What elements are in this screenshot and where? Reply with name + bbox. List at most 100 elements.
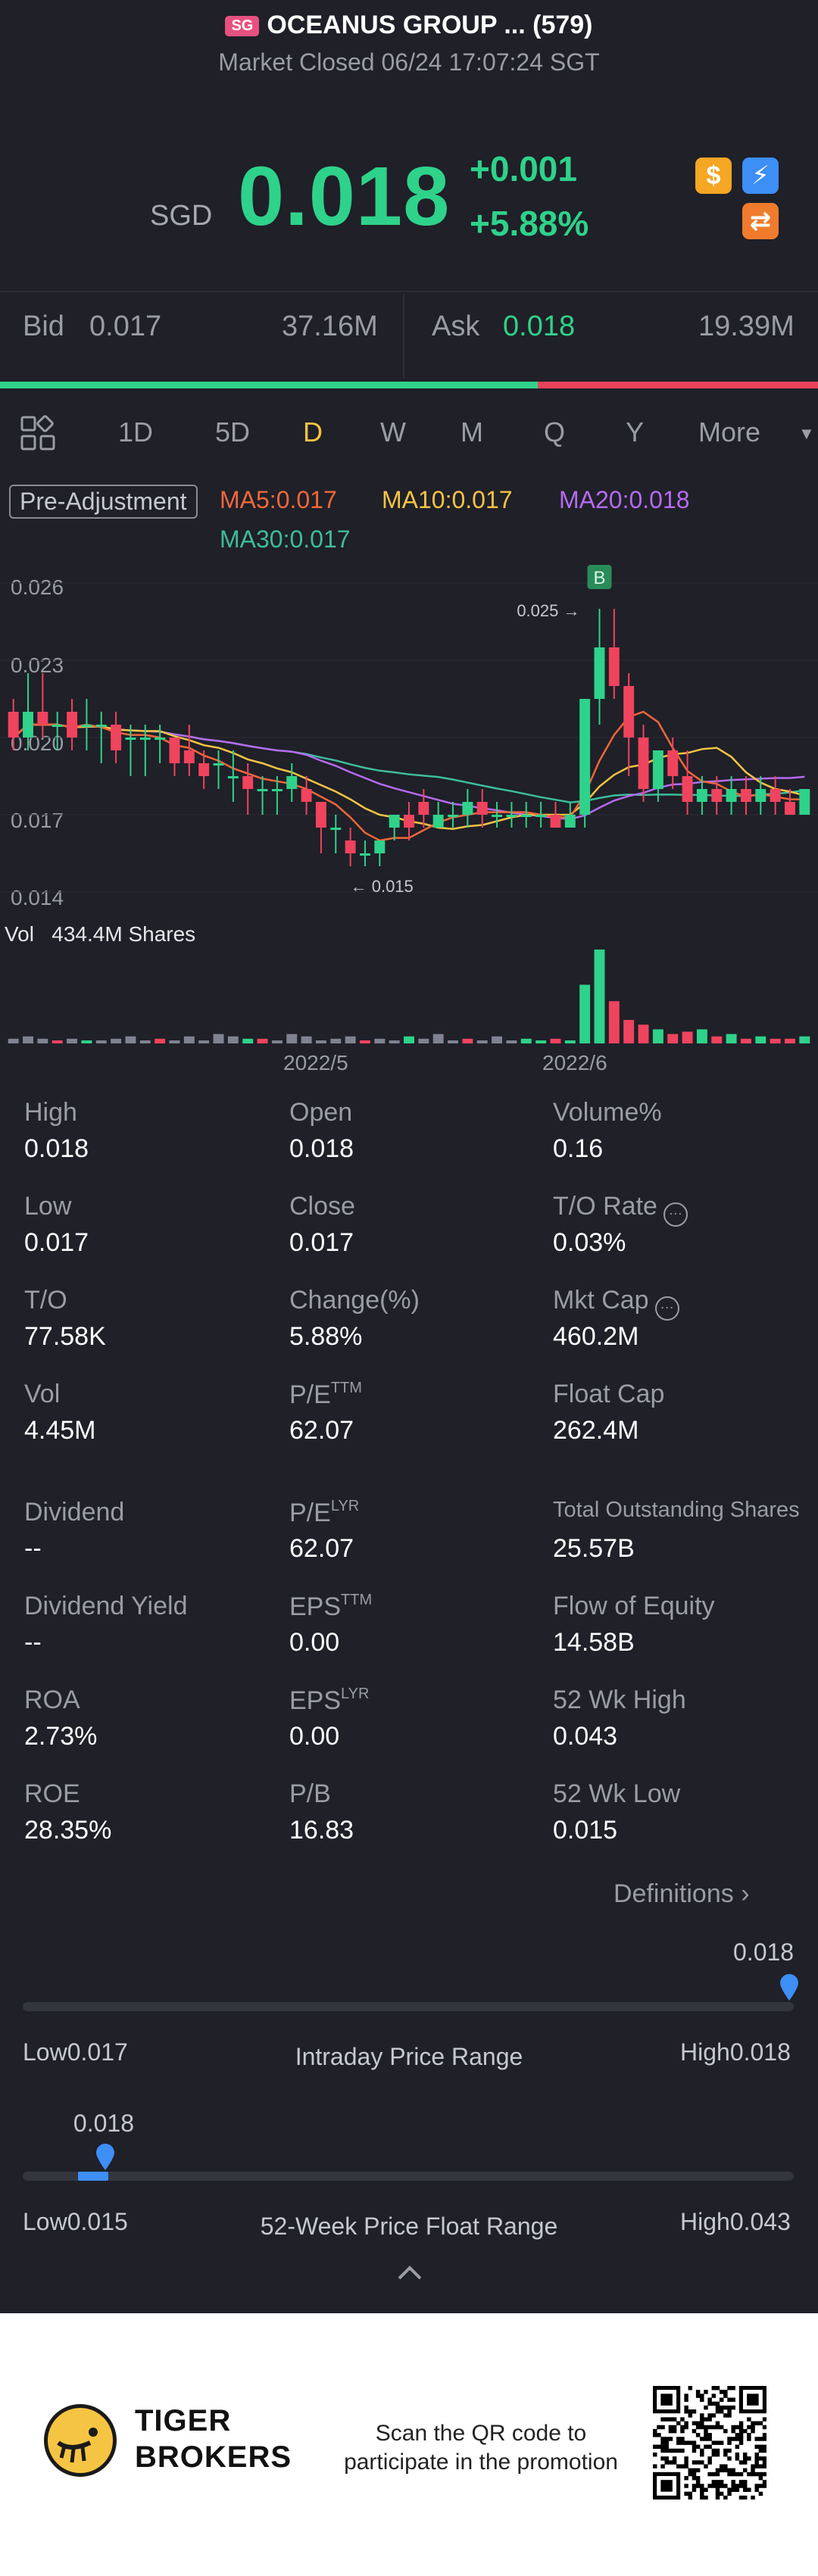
volume-bar (213, 1034, 224, 1043)
candle (374, 840, 386, 866)
volume-bar (52, 1040, 63, 1043)
volume-value: 434.4M Shares (52, 922, 196, 946)
stat-value: 77.58K (24, 1322, 106, 1351)
dollar-badge-icon[interactable]: $ (695, 157, 732, 194)
definitions-link[interactable]: Definitions › (614, 1879, 750, 1909)
candle (315, 802, 326, 853)
volume-bar (271, 1040, 283, 1043)
stat-label: Flow of Equity (553, 1592, 715, 1620)
tiger-logo-icon (44, 2404, 117, 2477)
volume-bar (785, 1038, 795, 1043)
bid-strength-bar (0, 382, 538, 388)
candle (579, 699, 591, 828)
volume-bar (682, 1031, 693, 1043)
stat-label: Volume% (553, 1098, 662, 1127)
price-change: +0.001 (470, 149, 577, 189)
candle (95, 712, 107, 763)
lightning-badge-icon[interactable]: ⚡ (742, 157, 779, 194)
volume-bar (594, 950, 605, 1043)
candle (476, 789, 488, 828)
tab-m[interactable]: M (461, 416, 483, 448)
candle (67, 699, 78, 750)
candle (198, 750, 210, 789)
info-icon[interactable]: ··· (663, 1202, 688, 1227)
volume-bar (432, 1034, 444, 1043)
layout-grid-icon[interactable] (20, 415, 58, 457)
y-tick-label: 0.020 (11, 731, 64, 755)
stat-label: P/ETTM (289, 1380, 362, 1409)
volume-bar (799, 1036, 810, 1043)
tab-5d[interactable]: 5D (215, 416, 251, 448)
volume-bar (183, 1036, 195, 1043)
stock-title: SG OCEANUS GROUP ... (579) (0, 11, 818, 40)
volume-bar (550, 1038, 561, 1043)
y-tick-label: 0.017 (11, 809, 64, 832)
stat-value: 62.07 (289, 1534, 354, 1563)
more-dropdown-icon[interactable]: ▼ (798, 424, 815, 443)
pre-adjustment-toggle[interactable]: Pre-Adjustment (9, 485, 198, 519)
bid-volume: 37.16M (282, 310, 378, 342)
brand-name-line1: TIGER (135, 2404, 232, 2437)
candlestick-chart[interactable]: B 0.025 → ← 0.015 (0, 560, 818, 924)
volume-bar (81, 1040, 92, 1043)
stat-label: ROE (24, 1779, 80, 1808)
volume-bar (330, 1038, 342, 1043)
stat-label: 52 Wk High (553, 1686, 686, 1714)
volume-bar (535, 1040, 547, 1043)
volume-bar (476, 1040, 488, 1043)
volume-bar (155, 1038, 166, 1043)
stat-label: P/B (289, 1779, 331, 1808)
candle (726, 776, 737, 815)
candle (667, 738, 679, 789)
volume-bar (492, 1036, 503, 1043)
volume-bar (8, 1038, 19, 1043)
candle (213, 750, 224, 789)
tab-y[interactable]: Y (626, 416, 645, 448)
exchange-badge-icon[interactable]: ⇄ (742, 203, 779, 239)
tab-w[interactable]: W (380, 416, 406, 448)
stat-label: Low (24, 1192, 72, 1221)
tab-q[interactable]: Q (544, 416, 566, 448)
volume-bar (374, 1038, 386, 1043)
stat-label: T/O Rate ··· (553, 1192, 688, 1227)
qr-code[interactable] (653, 2386, 766, 2500)
candle (52, 712, 63, 750)
candle (770, 776, 781, 815)
last-price: 0.018 (238, 150, 451, 243)
promo-text-line2: participate in the promotion (344, 2450, 618, 2475)
candle (8, 699, 19, 750)
candle (183, 725, 195, 776)
stat-label: ROA (24, 1686, 80, 1714)
candle (535, 802, 547, 828)
stat-label: Total Outstanding Shares (553, 1498, 800, 1522)
collapse-chevron-up-icon[interactable] (397, 2264, 423, 2284)
candle (81, 699, 92, 750)
stat-value: 0.018 (289, 1134, 354, 1163)
chevron-right-icon: › (741, 1879, 750, 1908)
stat-value: 0.043 (553, 1722, 618, 1751)
candle (345, 828, 356, 866)
stat-value: 0.00 (289, 1628, 340, 1657)
promo-text-line1: Scan the QR code to (375, 2421, 587, 2446)
volume-bar (242, 1038, 254, 1043)
volume-bar (652, 1029, 663, 1043)
brand-name-line2: BROKERS (135, 2440, 292, 2474)
volume-bar (726, 1034, 737, 1043)
tab-1d[interactable]: 1D (118, 416, 154, 448)
stat-value: 460.2M (553, 1322, 639, 1351)
volume-bar (257, 1038, 268, 1043)
x-tick-label: 2022/6 (542, 1051, 607, 1074)
candle (638, 725, 649, 802)
volume-chart[interactable] (0, 947, 818, 1049)
candle (432, 802, 444, 828)
info-icon[interactable]: ··· (654, 1296, 679, 1321)
candle (785, 789, 795, 815)
tab-more[interactable]: More (698, 416, 761, 448)
intraday-high: High0.018 (680, 2038, 791, 2066)
definitions-label: Definitions (614, 1879, 734, 1908)
tab-d[interactable]: D (303, 416, 323, 448)
volume-bar (696, 1029, 707, 1043)
volume-bar (579, 984, 591, 1043)
volume-bar (711, 1036, 723, 1043)
candle (608, 609, 620, 699)
